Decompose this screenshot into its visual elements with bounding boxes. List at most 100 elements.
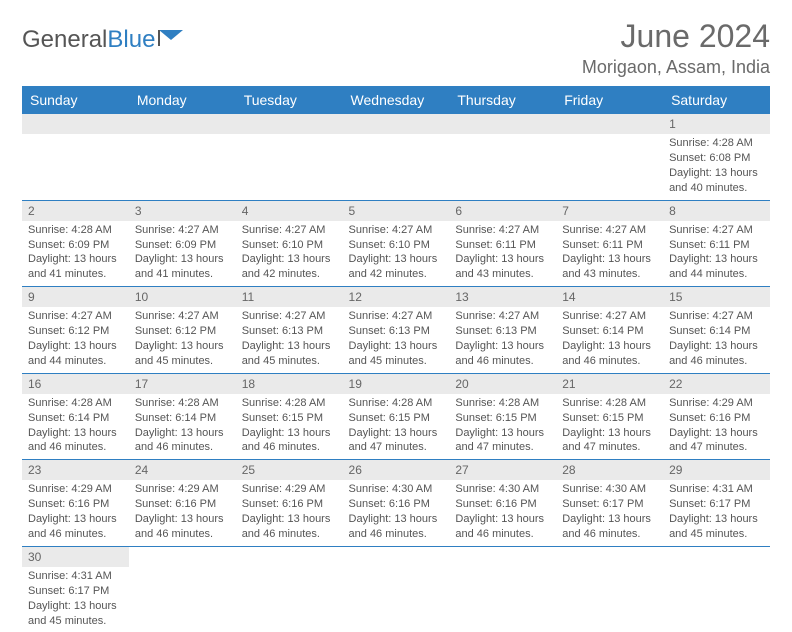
calendar-week-row: 23Sunrise: 4:29 AMSunset: 6:16 PMDayligh…	[22, 460, 770, 547]
weekday-header: Saturday	[663, 86, 770, 114]
calendar-cell: 20 Sunrise: 4:28 AMSunset: 6:15 PMDayligh…	[449, 373, 556, 460]
sunrise-text: Sunrise: 4:28 AM	[28, 396, 123, 411]
daylight-text: Daylight: 13 hours and 45 minutes.	[135, 339, 230, 369]
calendar-cell: 4Sunrise: 4:27 AMSunset: 6:10 PMDaylight…	[236, 200, 343, 287]
sunset-text: Sunset: 6:13 PM	[349, 324, 444, 339]
sunset-text: Sunset: 6:16 PM	[349, 497, 444, 512]
cell-body: Sunrise: 4:27 AMSunset: 6:12 PMDaylight:…	[22, 307, 129, 372]
cell-body: Sunrise: 4:27 AMSunset: 6:12 PMDaylight:…	[129, 307, 236, 372]
sunset-text: Sunset: 6:10 PM	[349, 238, 444, 253]
daylight-text: Daylight: 13 hours and 46 minutes.	[455, 512, 550, 542]
sunrise-text: Sunrise: 4:30 AM	[455, 482, 550, 497]
sunrise-text: Sunrise: 4:27 AM	[349, 309, 444, 324]
calendar-cell: 10Sunrise: 4:27 AMSunset: 6:12 PMDayligh…	[129, 287, 236, 374]
calendar-cell: 28Sunrise: 4:30 AMSunset: 6:17 PMDayligh…	[556, 460, 663, 547]
sunrise-text: Sunrise: 4:28 AM	[455, 396, 550, 411]
calendar-cell: 30Sunrise: 4:31 AMSunset: 6:17 PMDayligh…	[22, 546, 129, 632]
sunset-text: Sunset: 6:08 PM	[669, 151, 764, 166]
cell-body: Sunrise: 4:28 AMSunset: 6:09 PMDaylight:…	[22, 221, 129, 286]
cell-body: Sunrise: 4:29 AMSunset: 6:16 PMDaylight:…	[22, 480, 129, 545]
sunset-text: Sunset: 6:14 PM	[669, 324, 764, 339]
cell-body: Sunrise: 4:28 AMSunset: 6:14 PMDaylight:…	[22, 394, 129, 459]
cell-body: Sunrise: 4:28 AMSunset: 6:15 PMDaylight:…	[343, 394, 450, 459]
daylight-text: Daylight: 13 hours and 42 minutes.	[242, 252, 337, 282]
day-number: 26	[343, 460, 450, 480]
sunset-text: Sunset: 6:16 PM	[669, 411, 764, 426]
sunset-text: Sunset: 6:15 PM	[455, 411, 550, 426]
day-number: 30	[22, 547, 129, 567]
daylight-text: Daylight: 13 hours and 42 minutes.	[349, 252, 444, 282]
calendar-cell: 6Sunrise: 4:27 AMSunset: 6:11 PMDaylight…	[449, 200, 556, 287]
calendar-cell: 22Sunrise: 4:29 AMSunset: 6:16 PMDayligh…	[663, 373, 770, 460]
empty-daynum	[556, 114, 663, 134]
sunrise-text: Sunrise: 4:28 AM	[349, 396, 444, 411]
calendar-cell: 18Sunrise: 4:28 AMSunset: 6:15 PMDayligh…	[236, 373, 343, 460]
day-number: 4	[236, 201, 343, 221]
weekday-header: Wednesday	[343, 86, 450, 114]
sunrise-text: Sunrise: 4:27 AM	[455, 309, 550, 324]
day-number: 28	[556, 460, 663, 480]
cell-body: Sunrise: 4:27 AMSunset: 6:10 PMDaylight:…	[236, 221, 343, 286]
sunset-text: Sunset: 6:09 PM	[28, 238, 123, 253]
daylight-text: Daylight: 13 hours and 45 minutes.	[669, 512, 764, 542]
calendar-cell	[343, 546, 450, 632]
day-number: 25	[236, 460, 343, 480]
calendar-table: Sunday Monday Tuesday Wednesday Thursday…	[22, 86, 770, 632]
calendar-cell: 3Sunrise: 4:27 AMSunset: 6:09 PMDaylight…	[129, 200, 236, 287]
sunset-text: Sunset: 6:12 PM	[135, 324, 230, 339]
cell-body: Sunrise: 4:31 AMSunset: 6:17 PMDaylight:…	[22, 567, 129, 632]
calendar-cell: 16Sunrise: 4:28 AMSunset: 6:14 PMDayligh…	[22, 373, 129, 460]
cell-body: Sunrise: 4:31 AMSunset: 6:17 PMDaylight:…	[663, 480, 770, 545]
calendar-cell: 26Sunrise: 4:30 AMSunset: 6:16 PMDayligh…	[343, 460, 450, 547]
calendar-cell	[663, 546, 770, 632]
daylight-text: Daylight: 13 hours and 47 minutes.	[669, 426, 764, 456]
day-number: 7	[556, 201, 663, 221]
calendar-cell	[236, 546, 343, 632]
cell-body: Sunrise: 4:28 AMSunset: 6:15 PMDaylight:…	[556, 394, 663, 459]
day-number: 20	[449, 374, 556, 394]
daylight-text: Daylight: 13 hours and 46 minutes.	[242, 426, 337, 456]
day-number: 10	[129, 287, 236, 307]
day-number: 8	[663, 201, 770, 221]
day-number: 22	[663, 374, 770, 394]
sunset-text: Sunset: 6:09 PM	[135, 238, 230, 253]
calendar-cell: 2Sunrise: 4:28 AMSunset: 6:09 PMDaylight…	[22, 200, 129, 287]
day-number: 17	[129, 374, 236, 394]
daylight-text: Daylight: 13 hours and 47 minutes.	[455, 426, 550, 456]
calendar-cell: 21Sunrise: 4:28 AMSunset: 6:15 PMDayligh…	[556, 373, 663, 460]
empty-daynum	[236, 114, 343, 134]
sunrise-text: Sunrise: 4:27 AM	[135, 309, 230, 324]
calendar-cell	[343, 114, 450, 200]
calendar-cell: 5Sunrise: 4:27 AMSunset: 6:10 PMDaylight…	[343, 200, 450, 287]
calendar-cell: 1Sunrise: 4:28 AMSunset: 6:08 PMDaylight…	[663, 114, 770, 200]
sunrise-text: Sunrise: 4:27 AM	[28, 309, 123, 324]
daylight-text: Daylight: 13 hours and 44 minutes.	[28, 339, 123, 369]
sunrise-text: Sunrise: 4:29 AM	[135, 482, 230, 497]
calendar-cell: 7Sunrise: 4:27 AMSunset: 6:11 PMDaylight…	[556, 200, 663, 287]
sunset-text: Sunset: 6:11 PM	[455, 238, 550, 253]
cell-body: Sunrise: 4:30 AMSunset: 6:16 PMDaylight:…	[343, 480, 450, 545]
weekday-header: Friday	[556, 86, 663, 114]
calendar-cell: 24Sunrise: 4:29 AMSunset: 6:16 PMDayligh…	[129, 460, 236, 547]
daylight-text: Daylight: 13 hours and 43 minutes.	[562, 252, 657, 282]
calendar-cell: 14Sunrise: 4:27 AMSunset: 6:14 PMDayligh…	[556, 287, 663, 374]
logo-text-1: General	[22, 26, 107, 54]
sunrise-text: Sunrise: 4:27 AM	[455, 223, 550, 238]
daylight-text: Daylight: 13 hours and 44 minutes.	[669, 252, 764, 282]
cell-body: Sunrise: 4:27 AMSunset: 6:13 PMDaylight:…	[449, 307, 556, 372]
day-number: 24	[129, 460, 236, 480]
sunrise-text: Sunrise: 4:28 AM	[135, 396, 230, 411]
sunset-text: Sunset: 6:15 PM	[242, 411, 337, 426]
calendar-cell: 27Sunrise: 4:30 AMSunset: 6:16 PMDayligh…	[449, 460, 556, 547]
calendar-cell	[236, 114, 343, 200]
sunset-text: Sunset: 6:14 PM	[562, 324, 657, 339]
daylight-text: Daylight: 13 hours and 45 minutes.	[242, 339, 337, 369]
calendar-cell	[129, 114, 236, 200]
calendar-cell	[556, 114, 663, 200]
daylight-text: Daylight: 13 hours and 40 minutes.	[669, 166, 764, 196]
calendar-cell: 25Sunrise: 4:29 AMSunset: 6:16 PMDayligh…	[236, 460, 343, 547]
daylight-text: Daylight: 13 hours and 47 minutes.	[562, 426, 657, 456]
cell-body: Sunrise: 4:27 AMSunset: 6:14 PMDaylight:…	[663, 307, 770, 372]
empty-daynum	[449, 114, 556, 134]
calendar-cell: 9Sunrise: 4:27 AMSunset: 6:12 PMDaylight…	[22, 287, 129, 374]
